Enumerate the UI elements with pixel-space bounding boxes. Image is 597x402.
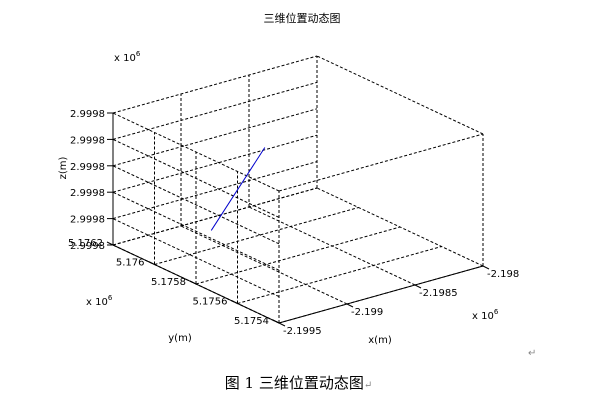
paragraph-mark: ↵: [528, 348, 537, 359]
y-tick-label: 5.1758: [151, 277, 186, 288]
y-tick-mark: [231, 300, 238, 304]
x-multiplier: x 106: [472, 308, 499, 322]
y-tick-label: 5.1754: [234, 316, 269, 327]
x-tick-mark: [346, 303, 354, 308]
z-tick-label: 2.9998: [70, 188, 105, 199]
side-wall-grid-z: [112, 191, 280, 271]
back-wall-grid-z: [112, 161, 318, 220]
y-tick-label: 5.1762: [68, 238, 103, 249]
tick-labels: -2.1995 -2.199 -2.1985 -2.198 5.1754 5.1756 5.…: [68, 109, 519, 337]
caption-paragraph-mark: ↵: [363, 380, 373, 391]
series-line: [210, 147, 266, 231]
box-edge: [278, 133, 484, 192]
y-axis-label: y(m): [168, 333, 192, 344]
floor-grid-y: [154, 207, 359, 265]
data-series: [210, 147, 266, 231]
x-tick-mark: [482, 265, 490, 270]
side-wall-grid-z: [112, 112, 280, 192]
back-wall-grid-z: [112, 187, 318, 246]
x-tick-label: -2.1985: [419, 288, 458, 299]
floor-grid-y: [237, 246, 442, 304]
figure-caption-text: 图 1 三维位置动态图: [224, 374, 364, 392]
y-multiplier: x 106: [86, 294, 113, 308]
x-axis-line: [278, 265, 484, 324]
z-tick-label: 2.9998: [70, 241, 105, 252]
z-tick-label: 2.9998: [70, 109, 105, 120]
floor-grid-y: [195, 226, 401, 285]
y-tick-label: 5.1756: [193, 297, 228, 308]
y-tick-mark: [148, 261, 155, 265]
x-tick-mark: [278, 322, 286, 327]
z-tick-label: 2.9998: [70, 162, 105, 173]
back-wall-grid-z: [112, 108, 318, 167]
y-tick-label: 5.176: [116, 258, 145, 269]
y-tick-mark: [189, 280, 197, 285]
x-tick-label: -2.199: [351, 307, 383, 318]
x-axis-label: x(m): [368, 335, 392, 346]
z-tick-label: 2.9998: [70, 135, 105, 146]
z-axis-label: z(m): [58, 157, 69, 180]
chart-title: 三维位置动态图: [264, 11, 341, 25]
x-tick-label: -2.198: [487, 269, 519, 280]
back-wall-grid-z: [112, 55, 318, 114]
x-tick-label: -2.1995: [283, 326, 322, 337]
z-multiplier: x 106: [114, 50, 141, 64]
x-tick-mark: [414, 284, 422, 289]
side-wall-grid-z: [112, 138, 280, 218]
y-tick-mark: [272, 319, 280, 324]
back-wall-grid-z: [112, 81, 318, 140]
back-wall-grid-z: [112, 134, 318, 193]
side-wall-grid-z: [112, 218, 280, 298]
box-edge: [316, 55, 484, 135]
z-tick-label: 2.9998: [70, 215, 105, 226]
figure-caption: 图 1 三维位置动态图↵: [0, 372, 597, 393]
side-wall-grid-z: [112, 165, 280, 245]
